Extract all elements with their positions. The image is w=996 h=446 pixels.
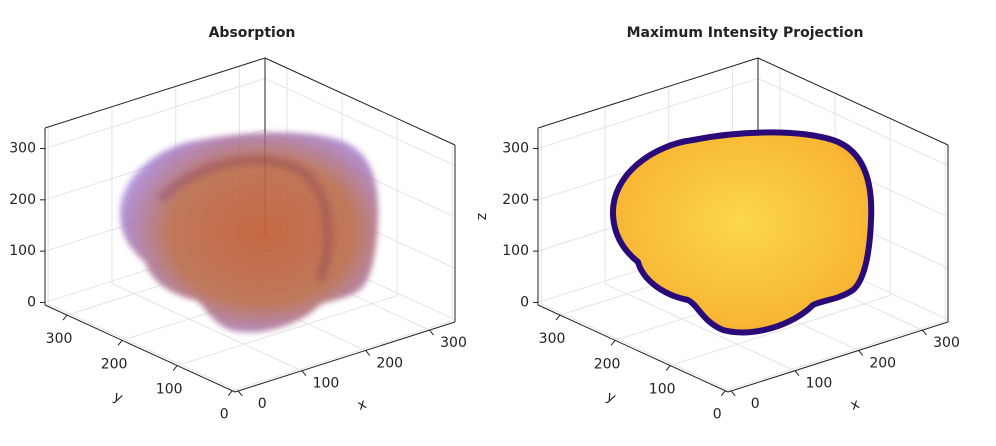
grid-line <box>725 320 946 392</box>
axis-frame <box>234 321 456 393</box>
x-tick-label: 0 <box>751 396 760 412</box>
y-tick-label: 200 <box>594 356 621 372</box>
x-tick-label: 200 <box>376 355 403 371</box>
volume-image <box>119 132 379 333</box>
grid-line <box>670 295 891 366</box>
tick-mark <box>365 350 371 356</box>
x-axis-label: x <box>355 396 368 414</box>
y-tick-label: 300 <box>539 331 566 347</box>
panel: 0 100 200 300 0 100 200 300 0 100 200 300 x y z Maximum… <box>474 25 960 423</box>
tick-mark <box>730 390 736 397</box>
y-axis-label: y <box>604 388 618 406</box>
z-tick-label: 0 <box>520 294 529 310</box>
y-axis-label: y <box>111 388 125 406</box>
grid-line <box>604 283 796 372</box>
y-tick-label: 100 <box>649 382 676 398</box>
panel: 0 100 200 300 0 100 200 300 0 100 200 300 x y Absorpti… <box>9 25 467 423</box>
tick-mark <box>237 390 243 397</box>
chart-title: Maximum Intensity Projection <box>627 25 864 41</box>
tick-mark <box>794 370 800 377</box>
tick-mark <box>172 365 178 371</box>
z-tick-label: 300 <box>502 141 529 157</box>
tick-mark <box>610 339 616 346</box>
tick-mark <box>720 390 726 397</box>
axis-frame <box>264 57 456 146</box>
volume-render-fold <box>156 155 334 282</box>
axis-frame <box>757 57 949 146</box>
x-axis-label: x <box>848 396 861 414</box>
grid-line <box>232 320 453 392</box>
x-tick-label: 100 <box>313 376 340 392</box>
tick-mark <box>858 350 864 356</box>
tick-mark <box>922 329 927 336</box>
y-tick-label: 0 <box>220 407 229 423</box>
x-tick-label: 0 <box>258 396 267 412</box>
axis-frame <box>727 321 949 393</box>
z-axis-label: z <box>474 213 490 220</box>
volume-render <box>609 129 875 336</box>
z-tick-label: 300 <box>9 141 36 157</box>
x-tick-label: 300 <box>440 335 467 351</box>
tick-mark <box>301 370 307 377</box>
grid-line <box>264 78 456 166</box>
axis-frame <box>537 304 729 393</box>
y-tick-label: 200 <box>101 356 128 372</box>
grid-line <box>44 78 266 149</box>
axis-frame <box>537 57 759 129</box>
y-tick-label: 100 <box>156 382 183 398</box>
tick-mark <box>665 365 671 371</box>
tick-mark <box>117 339 123 346</box>
chart-title: Absorption <box>209 25 296 41</box>
z-tick-label: 100 <box>502 243 529 259</box>
tick-mark <box>555 314 561 321</box>
axis-frame <box>44 304 236 393</box>
tick-mark <box>429 329 434 336</box>
tick-mark <box>62 314 68 321</box>
axis-frame <box>44 57 266 129</box>
x-tick-label: 200 <box>869 355 896 371</box>
z-tick-label: 0 <box>27 294 36 310</box>
y-tick-label: 0 <box>713 407 722 423</box>
z-tick-label: 200 <box>9 192 36 208</box>
y-tick-label: 300 <box>46 331 73 347</box>
z-tick-label: 100 <box>9 243 36 259</box>
grid-line <box>177 295 398 366</box>
volume-image <box>609 129 875 336</box>
z-tick-label: 200 <box>502 192 529 208</box>
x-tick-label: 100 <box>806 376 833 392</box>
x-tick-label: 300 <box>933 335 960 351</box>
grid-line <box>537 78 759 149</box>
grid-line <box>111 283 303 372</box>
tick-mark <box>227 390 233 397</box>
grid-line <box>540 303 732 392</box>
grid-line <box>757 78 949 166</box>
grid-line <box>47 303 239 392</box>
